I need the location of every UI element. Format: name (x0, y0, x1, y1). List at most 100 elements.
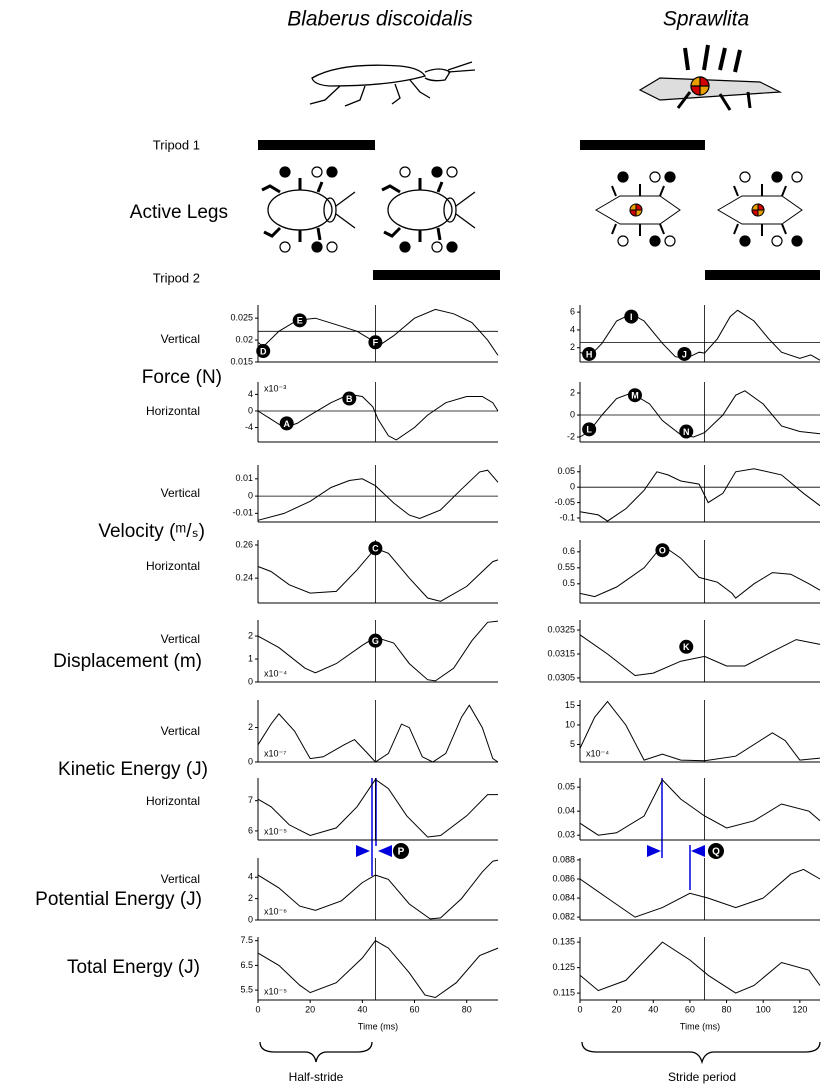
y-tick-label: 0.26 (235, 539, 253, 549)
annotation-label: M (631, 391, 639, 401)
data-line (579, 309, 821, 361)
column-title: Sprawlita (663, 8, 749, 31)
annotation-marker (582, 422, 597, 437)
annotation-marker (679, 639, 694, 654)
x-tick-label: 60 (410, 1004, 420, 1014)
annotation-marker (279, 416, 294, 431)
x-tick-label: 80 (722, 1004, 732, 1014)
row-label: Vertical (161, 724, 200, 738)
marker-label: Q (712, 847, 720, 858)
y-tick-label: 2 (570, 387, 575, 397)
y-tick-label: 0.088 (552, 854, 575, 864)
row-label: Vertical (161, 332, 200, 346)
robot-top (595, 184, 803, 236)
tripod-bar (705, 270, 820, 280)
row-label: Vertical (161, 632, 200, 646)
data-line (257, 393, 499, 441)
x-axis-label: Time (ms) (680, 1021, 720, 1031)
y-tick-label: 0.086 (552, 873, 575, 883)
panel: -2 0 2 L M N (567, 382, 821, 443)
row-label: Displacement (m) (53, 651, 202, 672)
leg-indicators (279, 166, 803, 253)
y-tick-label: 0.05 (557, 466, 575, 476)
y-tick-label: 0.084 (552, 892, 575, 902)
y-tick-label: 7.5 (240, 935, 253, 945)
annotation-label: B (346, 394, 353, 404)
tripod-bar (258, 140, 375, 150)
panel: 0 1 2 x10⁻⁴ G (248, 620, 499, 686)
y-tick-label: 4 (248, 872, 253, 882)
tripod-label: Tripod 2 (153, 270, 200, 285)
column-title: Blaberus discoidalis (287, 8, 473, 31)
annotation-marker (256, 344, 271, 359)
x-tick-label: 40 (357, 1004, 367, 1014)
y-tick-label: 0.0315 (547, 648, 575, 658)
y-tick-label: 0.0305 (547, 672, 575, 682)
annotation-label: F (373, 338, 379, 348)
y-tick-label: 4 (248, 389, 253, 399)
row-label: Potential Energy (J) (35, 889, 202, 910)
panel: 0.03 0.04 0.05 (557, 778, 821, 841)
annotation-label: O (659, 546, 666, 556)
annotation-label: C (372, 544, 379, 554)
row-label: Vertical (161, 486, 200, 500)
brace (259, 1041, 373, 1063)
cockroach-top (261, 178, 476, 242)
row-label: Horizontal (146, 404, 200, 418)
scale-label: x10⁻⁵ (264, 826, 287, 836)
panel: 5.5 6.5 7.5 0 20 40 60 80 x10⁻⁵ (240, 935, 499, 1014)
robot-side (638, 44, 783, 111)
x-tick-label: 60 (685, 1004, 695, 1014)
annotation-marker (677, 346, 692, 361)
x-tick-label: 120 (792, 1004, 807, 1014)
y-tick-label: 2 (248, 630, 253, 640)
panel: 0 2 x10⁻⁷ (248, 700, 499, 766)
panel: 0.5 0.55 0.6 O (557, 540, 821, 604)
annotation-marker (582, 346, 597, 361)
y-tick-label: 0 (248, 405, 253, 415)
y-tick-label: 0.135 (552, 936, 575, 946)
scale-label: x10⁻⁴ (586, 748, 609, 758)
x-tick-label: 80 (462, 1004, 472, 1014)
brace-label: Half-stride (289, 1070, 344, 1084)
y-tick-label: 0.03 (557, 830, 575, 840)
data-line (579, 544, 821, 599)
panel: 0.115 0.125 0.135 0 20 40 60 80 100 120 (552, 936, 821, 1014)
data-line (257, 547, 499, 602)
data-line (257, 469, 499, 521)
annotation-label: N (683, 427, 690, 437)
row-label: Horizontal (146, 559, 200, 573)
y-tick-label: -2 (567, 431, 575, 441)
annotation-marker (342, 391, 357, 406)
panel: 0.082 0.084 0.086 0.088 (552, 854, 821, 922)
data-line (579, 468, 821, 522)
data-line (579, 868, 821, 918)
data-line (579, 390, 821, 438)
y-tick-label: 0 (248, 490, 253, 500)
scale-label: x10⁻⁶ (264, 906, 287, 916)
data-line (257, 940, 499, 999)
x-axis-label: Time (ms) (358, 1021, 398, 1031)
y-tick-label: 0 (248, 676, 253, 686)
y-tick-label: 0.24 (235, 573, 253, 583)
scale-label: x10⁻⁵ (264, 986, 287, 996)
phase-markers: P Q (356, 778, 724, 890)
x-tick-label: 0 (577, 1004, 582, 1014)
y-tick-label: 6 (570, 307, 575, 317)
data-line (579, 700, 821, 762)
row-label: Horizontal (146, 794, 200, 808)
panel: 6 7 x10⁻⁵ (248, 778, 498, 841)
annotation-label: G (372, 636, 379, 646)
y-tick-label: 7 (248, 795, 253, 805)
scale-label: x10⁻⁷ (264, 748, 287, 758)
panel: 0 2 4 x10⁻⁶ (248, 858, 499, 924)
annotation-marker (368, 335, 383, 350)
active-legs-label: Active Legs (130, 202, 228, 223)
annotation-label: J (682, 349, 687, 359)
data-line (257, 620, 499, 682)
panel: 5 10 15 x10⁻⁴ (565, 700, 821, 763)
y-tick-label: 0.0325 (547, 624, 575, 634)
scale-label: x10⁻³ (264, 383, 286, 393)
annotation-marker (292, 313, 307, 328)
